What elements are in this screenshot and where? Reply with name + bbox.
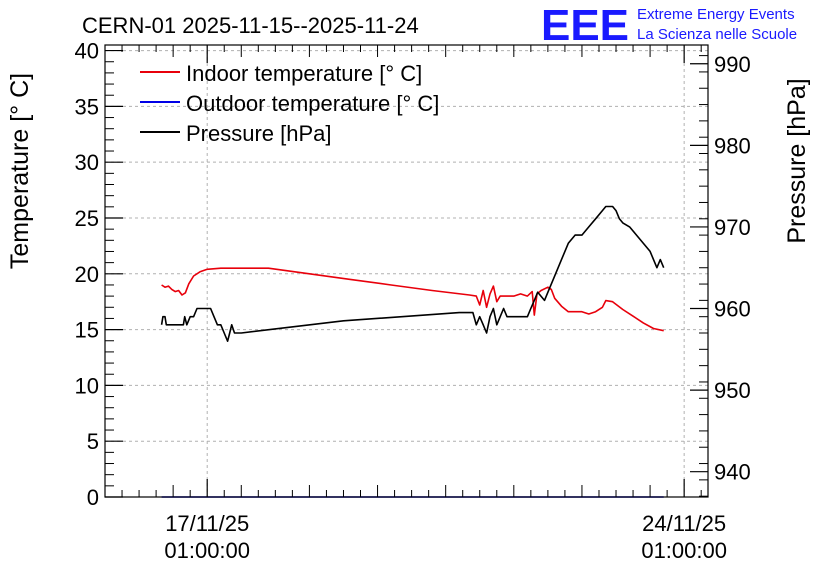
left-tick-label: 35 [75, 94, 99, 119]
left-tick-label: 30 [75, 150, 99, 175]
right-tick-label: 960 [714, 297, 751, 322]
right-axis-label: Pressure [hPa] [783, 78, 811, 243]
left-tick-label: 40 [75, 39, 99, 64]
legend-label-outdoor: Outdoor temperature [° C] [186, 91, 439, 116]
right-axis: 940 950 960 970 980 990 [690, 52, 751, 497]
org-line-1: Extreme Energy Events [637, 6, 795, 23]
indoor-temperature-line [161, 267, 664, 332]
legend-label-pressure: Pressure [hPa] [186, 121, 332, 146]
left-tick-label: 5 [87, 429, 99, 454]
left-tick-label: 20 [75, 262, 99, 287]
left-tick-label: 25 [75, 206, 99, 231]
left-tick-label: 15 [75, 318, 99, 343]
left-tick-label: 0 [87, 485, 99, 510]
x-tick-date-label: 24/11/25 [642, 511, 726, 536]
plot-frame [104, 44, 709, 498]
right-tick-label: 980 [714, 133, 751, 158]
x-tick-time-label: 01:00:00 [164, 538, 250, 563]
eee-logo: EEE [541, 1, 629, 50]
x-tick-date-label: 17/11/25 [165, 511, 249, 536]
right-tick-label: 940 [714, 460, 751, 485]
right-tick-label: 970 [714, 215, 751, 240]
pressure-line [160, 205, 665, 342]
right-tick-label: 950 [714, 378, 751, 403]
grid-lines [105, 45, 708, 497]
right-tick-label: 990 [714, 52, 751, 77]
x-tick-time-label: 01:00:00 [641, 538, 727, 563]
left-axis: 0 5 10 15 20 25 30 35 40 [75, 39, 123, 510]
chart-title: CERN-01 2025-11-15--2025-11-24 [82, 13, 419, 38]
left-axis-label: Temperature [° C] [6, 73, 34, 269]
left-tick-label: 10 [75, 373, 99, 398]
legend: Indoor temperature [° C] Outdoor tempera… [140, 61, 439, 146]
series-layer [160, 205, 665, 498]
legend-label-indoor: Indoor temperature [° C] [186, 61, 422, 86]
org-line-2: La Scienza nelle Scuole [637, 26, 797, 43]
